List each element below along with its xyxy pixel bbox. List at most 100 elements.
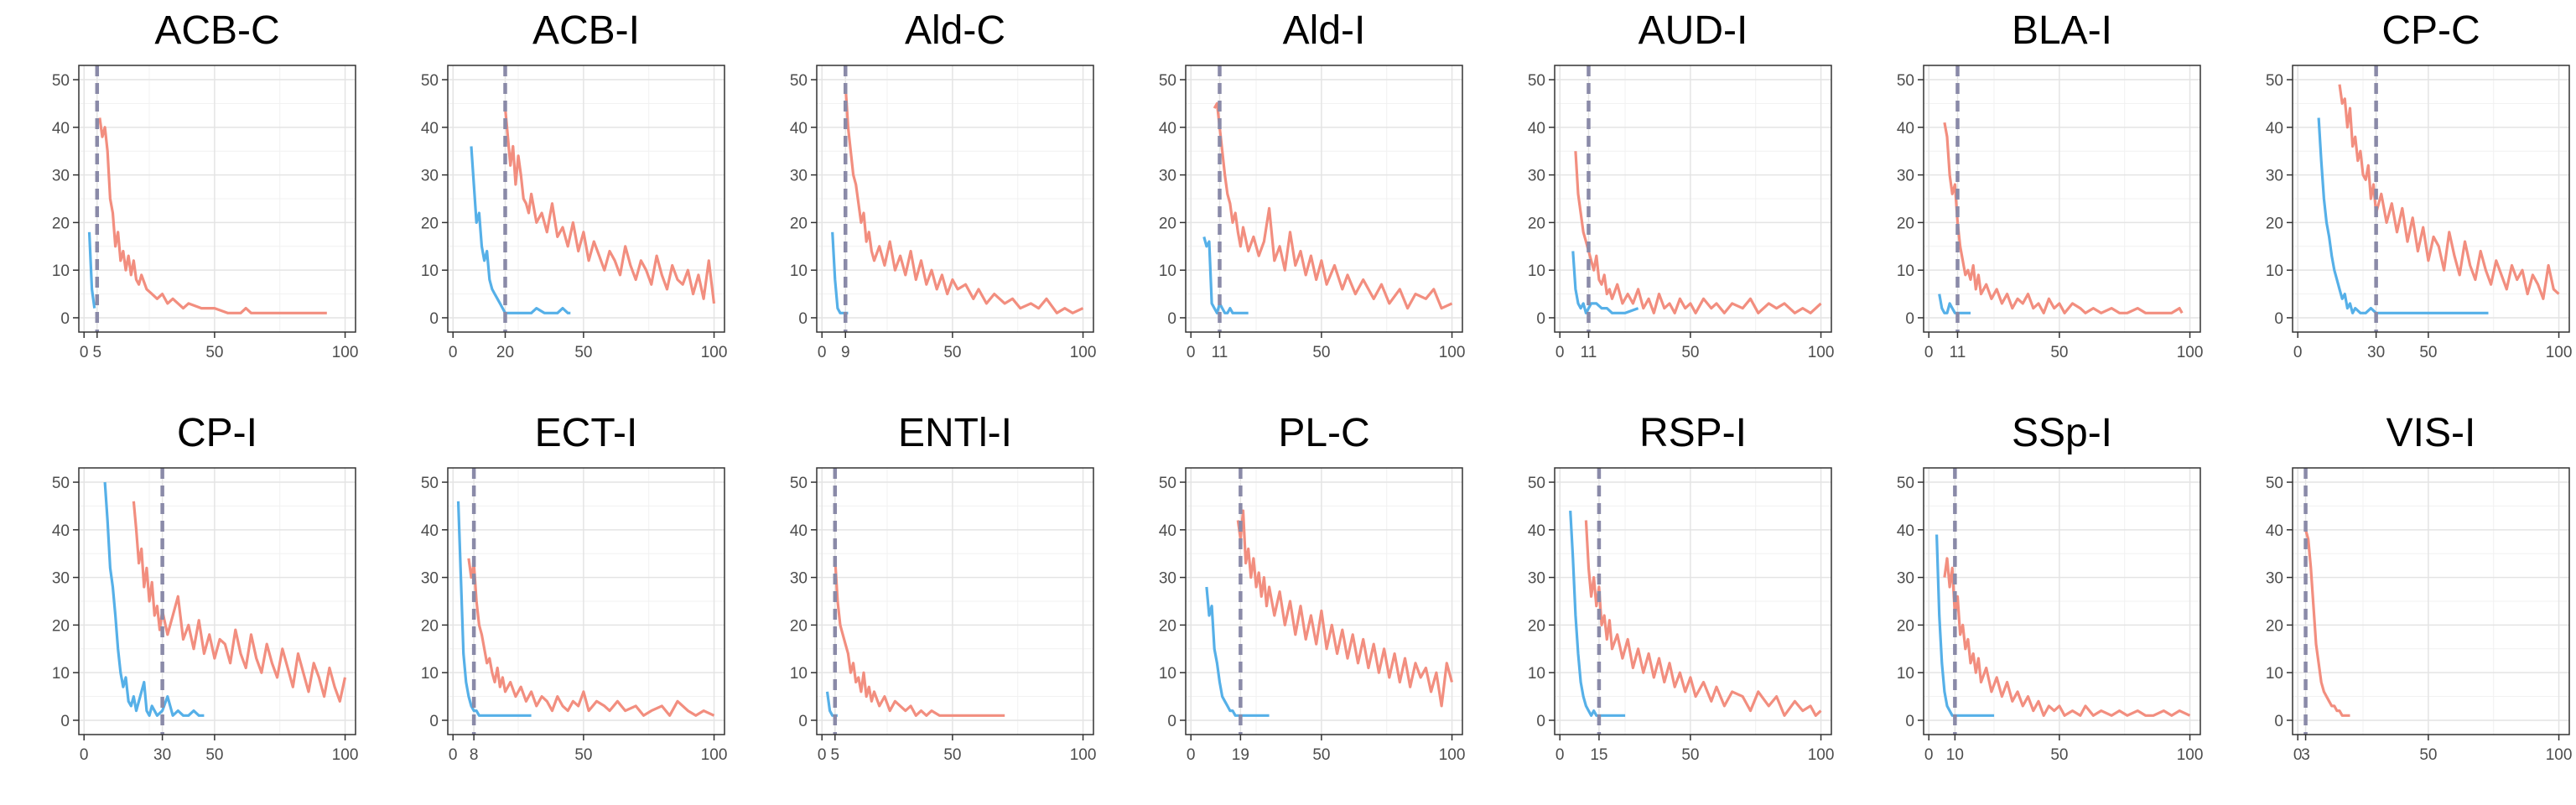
series-line [1584,520,1822,717]
x-tick-label: 50 [1312,746,1330,764]
panel-border [1923,467,2201,735]
y-tick-label: 10 [421,262,439,280]
y-tick-label: 0 [1167,310,1176,328]
panel-border [1554,467,1832,735]
panel-title: ECT-I [535,411,638,455]
y-tick-label: 10 [790,665,808,683]
series-line [1569,511,1626,717]
x-tick-label: 11 [1950,344,1966,361]
series-line [132,501,347,703]
y-tick-label: 40 [790,120,808,138]
y-tick-label: 10 [52,262,70,280]
x-tick-label: 10 [1946,746,1964,764]
y-tick-label: 30 [52,570,70,588]
x-tick-label: 50 [2050,344,2068,361]
y-tick-label: 10 [52,665,70,683]
y-tick-label: 40 [2266,522,2283,540]
panel-border [447,467,725,735]
y-tick-label: 10 [790,262,808,280]
series-line [1205,586,1270,717]
panel-title: ACB-I [532,8,640,53]
panel-border [1554,65,1832,333]
y-tick-label: 20 [1528,215,1545,232]
panel-title: PL-C [1278,411,1369,455]
panel-border [78,65,356,333]
y-tick-label: 10 [2266,665,2283,683]
x-tick-label: 19 [1232,746,1249,764]
series-line [1574,151,1822,314]
series-line [1236,509,1454,708]
series-line [2317,117,2489,314]
x-tick-label: 0 [1187,344,1196,361]
y-tick-label: 50 [1159,72,1176,90]
x-tick-label: 100 [701,344,728,361]
panel-border [2292,467,2570,735]
y-tick-label: 20 [1528,617,1545,635]
series-line [1571,251,1639,314]
x-tick-label: 100 [2546,344,2573,361]
y-tick-label: 50 [2266,72,2283,90]
y-tick-label: 20 [421,215,439,232]
y-tick-label: 20 [1897,215,1914,232]
y-tick-label: 20 [52,617,70,635]
y-tick-label: 10 [1528,665,1545,683]
series-line [844,84,1084,314]
y-tick-label: 0 [1167,713,1176,730]
y-tick-label: 0 [429,310,439,328]
x-tick-label: 50 [943,344,961,361]
y-tick-label: 50 [1897,72,1914,90]
x-tick-label: 30 [2367,344,2385,361]
y-tick-label: 50 [52,72,70,90]
y-tick-label: 50 [1897,475,1914,492]
x-tick-label: 50 [1312,344,1330,361]
y-tick-label: 30 [1159,168,1176,185]
x-tick-label: 50 [574,344,592,361]
y-tick-label: 50 [1159,475,1176,492]
panel-border [78,467,356,735]
y-tick-label: 0 [2274,713,2283,730]
series-line [467,558,715,717]
y-tick-label: 40 [790,522,808,540]
panel-title: SSp-I [2012,411,2112,455]
chart-panel: Ald-I 0 10 20 30 40 50 0 11 50 100 [1159,8,1466,361]
y-tick-label: 20 [790,617,808,635]
chart-panel: CP-I 0 10 20 30 40 50 0 30 50 100 [52,411,359,764]
y-tick-label: 30 [1528,168,1545,185]
x-tick-label: 9 [841,344,850,361]
x-tick-label: 15 [1590,746,1607,764]
y-tick-label: 30 [1897,168,1914,185]
x-tick-label: 0 [1924,344,1934,361]
x-tick-label: 50 [943,746,961,764]
y-tick-label: 30 [1528,570,1545,588]
chart-panel: ACB-I 0 10 20 30 40 50 0 20 50 100 [421,8,728,361]
series-line [1938,293,1971,314]
y-tick-label: 30 [2266,168,2283,185]
x-tick-label: 50 [1681,344,1699,361]
y-tick-label: 50 [790,475,808,492]
panel-title: ACB-C [154,8,279,53]
y-tick-label: 30 [790,570,808,588]
x-tick-label: 0 [449,746,458,764]
panel-border [816,65,1094,333]
chart-panel: PL-C 0 10 20 30 40 50 0 19 50 100 [1159,411,1466,764]
x-tick-label: 100 [1070,746,1097,764]
series-line [1943,557,2191,717]
y-tick-label: 0 [429,713,439,730]
y-tick-label: 50 [421,475,439,492]
y-tick-label: 10 [1159,262,1176,280]
x-tick-label: 0 [80,344,89,361]
x-tick-label: 50 [2050,746,2068,764]
y-tick-label: 0 [1536,310,1545,328]
x-tick-label: 50 [2419,344,2437,361]
series-line [503,107,716,304]
y-tick-label: 20 [2266,617,2283,635]
y-tick-label: 20 [1159,215,1176,232]
y-tick-label: 20 [52,215,70,232]
x-tick-label: 100 [2177,746,2204,764]
y-tick-label: 0 [60,310,70,328]
y-tick-label: 0 [1905,310,1914,328]
y-tick-label: 10 [1159,665,1176,683]
